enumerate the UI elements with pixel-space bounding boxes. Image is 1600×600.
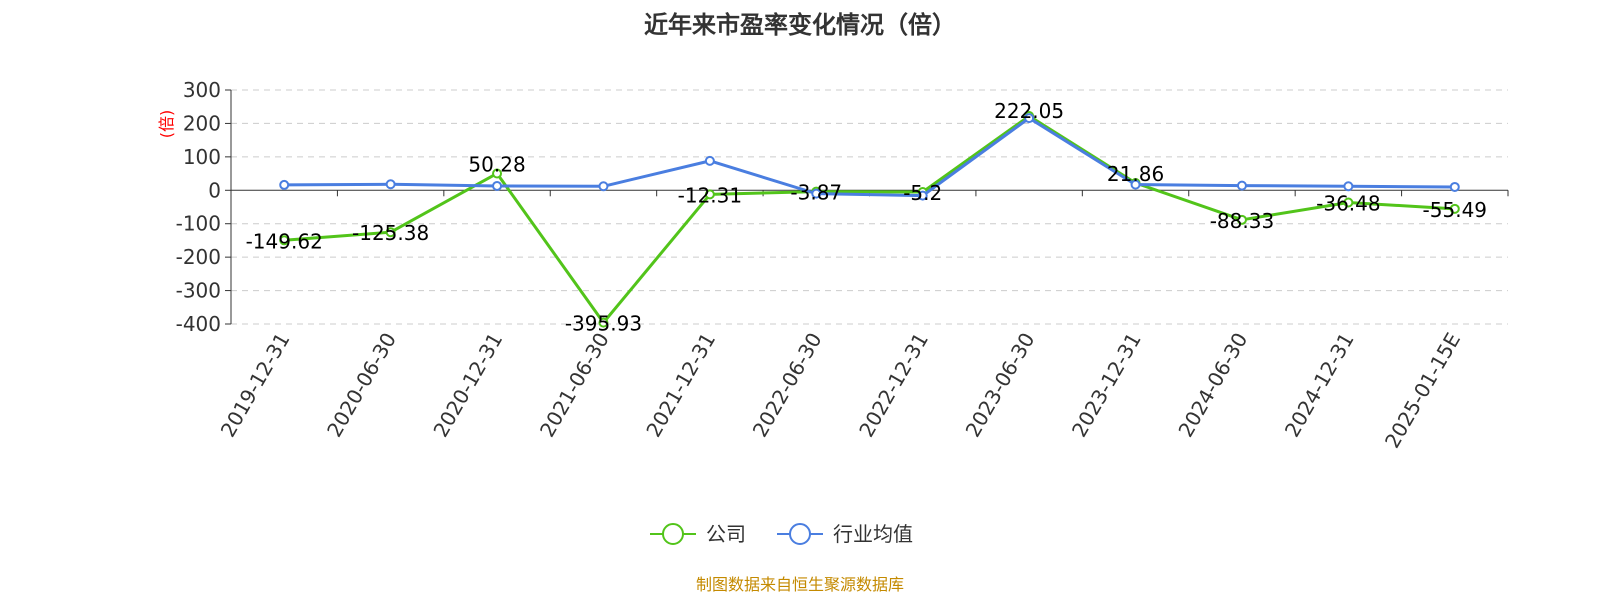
data-point[interactable] (1236, 180, 1247, 191)
y-tick-label: 300 (183, 78, 221, 102)
data-point[interactable] (1449, 181, 1460, 192)
data-label: -5.2 (903, 181, 942, 205)
x-tick-label: 2020-06-30 (322, 329, 401, 442)
data-label: 222.05 (994, 99, 1064, 123)
data-point[interactable] (598, 317, 609, 328)
data-label: -36.48 (1316, 191, 1380, 215)
data-label: -88.33 (1210, 209, 1274, 233)
x-tick-label: 2025-01-15E (1380, 329, 1465, 453)
x-tick-label: 2021-06-30 (535, 329, 614, 442)
legend-marker (662, 523, 684, 545)
data-point[interactable] (704, 155, 715, 166)
x-tick-label: 2024-06-30 (1173, 329, 1252, 442)
data-label: -55.49 (1423, 198, 1487, 222)
data-point[interactable] (1130, 179, 1141, 190)
series-line-industry-average (284, 116, 1455, 198)
x-tick-label: 2019-12-31 (216, 329, 295, 442)
y-tick-label: -200 (176, 245, 221, 269)
x-tick-label: 2020-12-31 (428, 328, 507, 441)
y-tick-label: -100 (176, 212, 221, 236)
data-point[interactable] (385, 227, 396, 238)
source-note: 制图数据来自恒生聚源数据库 (696, 575, 904, 594)
grid (231, 89, 1508, 325)
legend-item-company[interactable]: 公司 (650, 522, 746, 546)
x-tick-label: 2023-06-30 (961, 329, 1040, 442)
legend-label: 行业均值 (833, 522, 913, 546)
data-label: -3.87 (790, 181, 842, 205)
y-tick-label: -300 (176, 279, 221, 303)
y-tick-label: 200 (183, 111, 221, 135)
data-point[interactable] (1343, 197, 1354, 208)
data-point[interactable] (492, 180, 503, 191)
data-point[interactable] (1449, 203, 1460, 214)
x-tick-label: 2022-12-31 (854, 328, 933, 441)
legend[interactable]: 公司 行业均值 (650, 522, 913, 546)
data-label: -125.38 (352, 221, 429, 245)
x-tick-label: 2024-12-31 (1280, 329, 1359, 442)
series-line-company (284, 114, 1455, 325)
data-point[interactable] (1343, 181, 1354, 192)
data-point[interactable] (279, 179, 290, 190)
data-label: -149.62 (246, 229, 323, 253)
y-axis-label: (倍) (157, 110, 176, 139)
y-tick-label: 100 (183, 145, 221, 169)
data-point[interactable] (704, 189, 715, 200)
data-point[interactable] (492, 168, 503, 179)
data-labels: -149.62 -125.38 50.28 -395.93 -12.31 -3.87 -5.… (246, 99, 1487, 336)
data-label: -395.93 (565, 312, 642, 336)
data-label: 50.28 (468, 152, 525, 176)
data-point[interactable] (385, 179, 396, 190)
legend-item-industry-average[interactable]: 行业均值 (777, 522, 913, 546)
y-tick-label: 0 (208, 178, 221, 202)
data-point[interactable] (811, 188, 822, 199)
y-tick-label: -400 (176, 312, 221, 336)
series-group (279, 111, 1460, 328)
x-tick-label: 2022-06-30 (748, 329, 827, 442)
legend-label: 公司 (706, 522, 746, 546)
data-point[interactable] (1236, 214, 1247, 225)
x-tick-label: 2021-12-31 (641, 329, 720, 442)
data-label: 21.86 (1107, 162, 1164, 186)
x-tick-label: 2023-12-31 (1067, 329, 1146, 442)
y-axis-ticks: 300 200 100 0 -100 -200 -300 -400 (176, 78, 231, 336)
data-point[interactable] (279, 235, 290, 246)
legend-marker (789, 523, 811, 545)
data-point[interactable] (917, 190, 928, 201)
data-point[interactable] (598, 181, 609, 192)
data-point[interactable] (1024, 113, 1035, 124)
chart-title: 近年来市盈率变化情况（倍） (644, 11, 956, 39)
data-label: -12.31 (678, 183, 742, 207)
